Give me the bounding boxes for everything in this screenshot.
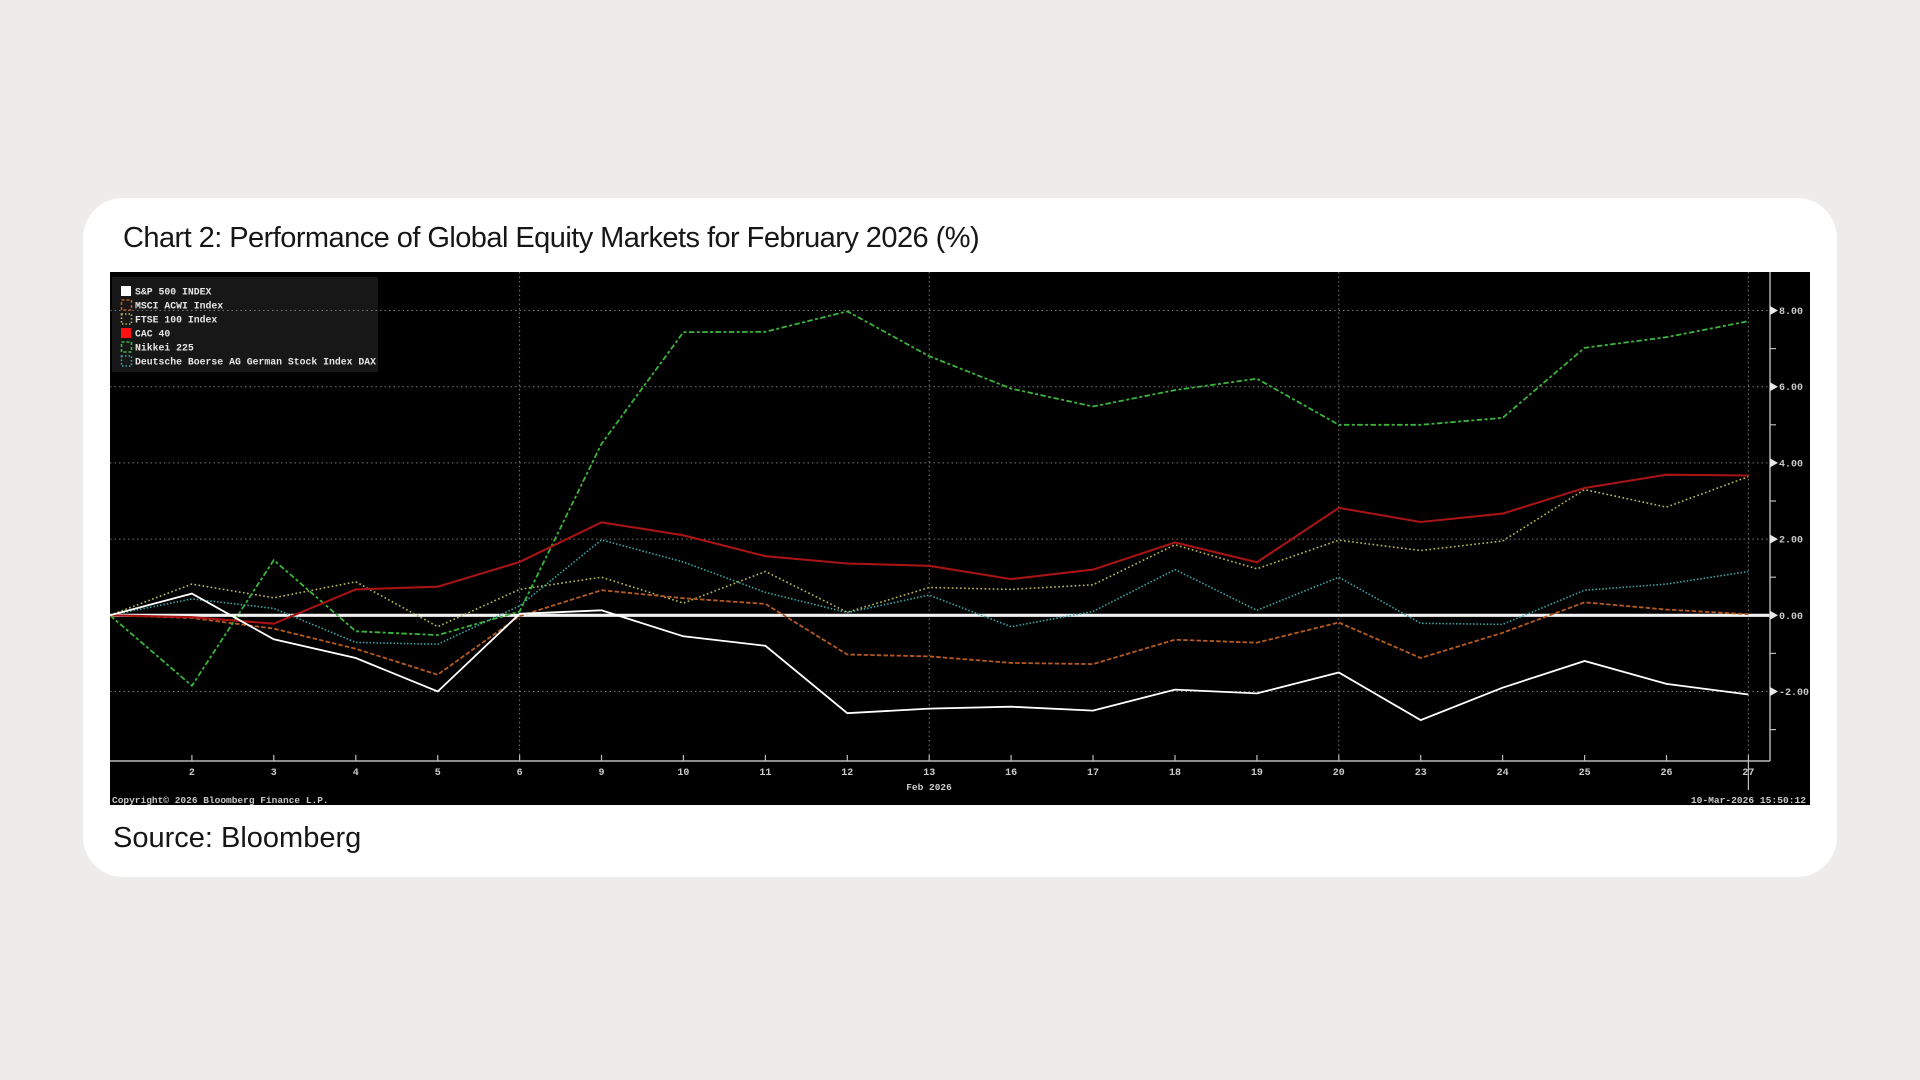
svg-text:19: 19 [1251,768,1263,779]
svg-text:2.00: 2.00 [1779,536,1803,547]
svg-text:24: 24 [1497,768,1509,779]
svg-text:Nikkei 225: Nikkei 225 [135,343,194,354]
svg-text:8.00: 8.00 [1779,307,1803,318]
svg-text:Copyright© 2026 Bloomberg Fina: Copyright© 2026 Bloomberg Finance L.P. [112,795,329,805]
svg-text:13: 13 [923,768,935,779]
svg-text:10: 10 [677,768,689,779]
svg-text:Deutsche Boerse AG German Stoc: Deutsche Boerse AG German Stock Index DA… [135,357,376,368]
svg-text:10-Mar-2026 15:50:12: 10-Mar-2026 15:50:12 [1691,795,1806,805]
svg-text:CAC 40: CAC 40 [135,329,170,340]
svg-text:23: 23 [1415,768,1427,779]
svg-text:0.00: 0.00 [1779,612,1803,623]
svg-text:3: 3 [271,768,277,779]
svg-text:Feb 2026: Feb 2026 [906,782,952,793]
svg-text:S&P 500 INDEX: S&P 500 INDEX [135,287,212,298]
svg-text:25: 25 [1579,768,1591,779]
svg-text:FTSE 100 Index: FTSE 100 Index [135,315,217,326]
svg-text:4.00: 4.00 [1779,459,1803,470]
svg-text:6.00: 6.00 [1779,383,1803,394]
svg-text:18: 18 [1169,768,1181,779]
svg-text:17: 17 [1087,768,1099,779]
svg-text:12: 12 [841,768,853,779]
svg-text:26: 26 [1660,768,1672,779]
svg-text:MSCI ACWI Index: MSCI ACWI Index [135,301,223,312]
svg-text:5: 5 [435,768,441,779]
svg-text:20: 20 [1333,768,1345,779]
svg-text:9: 9 [598,768,604,779]
svg-text:2: 2 [189,768,195,779]
svg-text:16: 16 [1005,768,1017,779]
svg-text:11: 11 [759,768,771,779]
svg-text:4: 4 [353,768,359,779]
svg-text:-2.00: -2.00 [1779,688,1809,699]
svg-text:6: 6 [517,768,523,779]
